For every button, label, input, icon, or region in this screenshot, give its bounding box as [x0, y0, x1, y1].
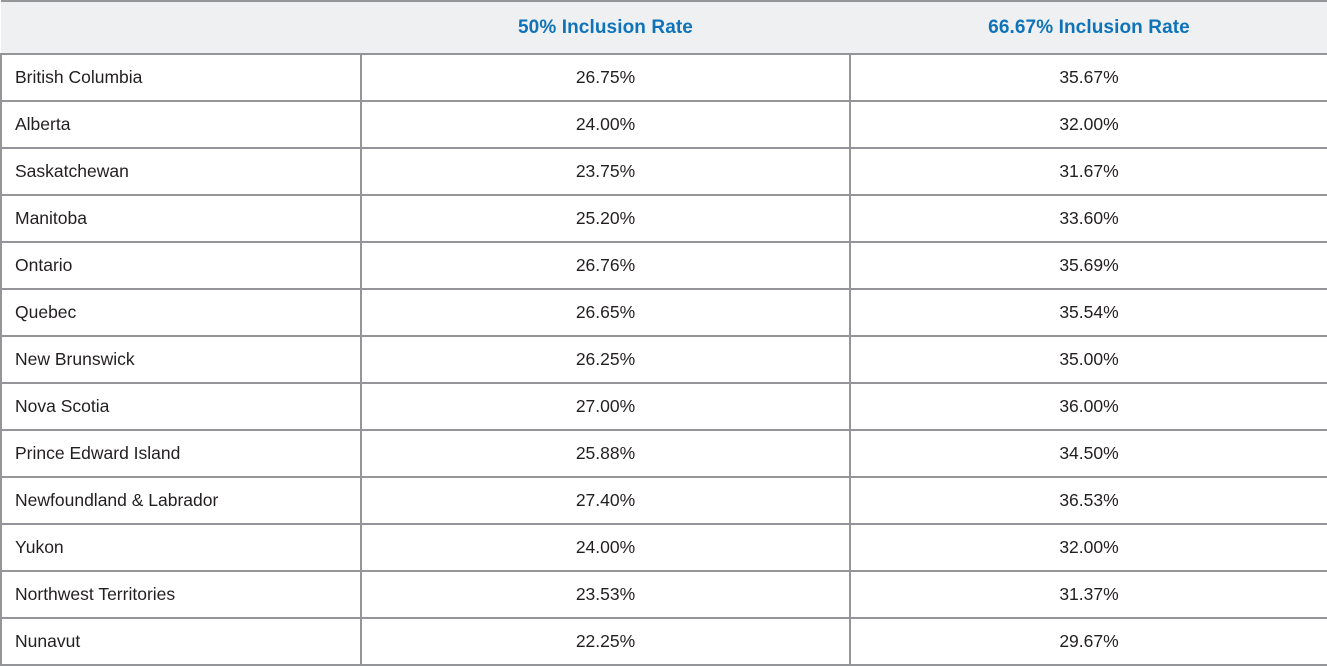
region-cell: New Brunswick [0, 335, 362, 384]
rate-50-cell: 25.20% [360, 194, 851, 243]
table-row: British Columbia 26.75% 35.67% [0, 53, 1327, 102]
rate-50-cell: 25.88% [360, 429, 851, 478]
region-cell: Prince Edward Island [0, 429, 362, 478]
table-row: New Brunswick 26.25% 35.00% [0, 335, 1327, 384]
table-row: Prince Edward Island 25.88% 34.50% [0, 429, 1327, 478]
rate-6667-cell: 35.54% [849, 288, 1327, 337]
table-row: Manitoba 25.20% 33.60% [0, 194, 1327, 243]
region-cell: Newfoundland & Labrador [0, 476, 362, 525]
rate-6667-cell: 34.50% [849, 429, 1327, 478]
rate-6667-cell: 35.00% [849, 335, 1327, 384]
table-row: Yukon 24.00% 32.00% [0, 523, 1327, 572]
rate-50-cell: 23.53% [360, 570, 851, 619]
rate-6667-cell: 32.00% [849, 523, 1327, 572]
header-region [1, 0, 361, 55]
rate-6667-cell: 29.67% [849, 617, 1327, 666]
rate-6667-cell: 35.67% [849, 53, 1327, 102]
rate-50-cell: 27.40% [360, 476, 851, 525]
rate-6667-cell: 36.53% [849, 476, 1327, 525]
region-cell: Nova Scotia [0, 382, 362, 431]
region-cell: Alberta [0, 100, 362, 149]
table-row: Saskatchewan 23.75% 31.67% [0, 147, 1327, 196]
table-row: Alberta 24.00% 32.00% [0, 100, 1327, 149]
rate-50-cell: 26.65% [360, 288, 851, 337]
region-cell: Nunavut [0, 617, 362, 666]
rate-50-cell: 27.00% [360, 382, 851, 431]
rate-6667-cell: 31.37% [849, 570, 1327, 619]
region-cell: Yukon [0, 523, 362, 572]
rate-6667-cell: 32.00% [849, 100, 1327, 149]
rate-6667-cell: 31.67% [849, 147, 1327, 196]
table-row: Nunavut 22.25% 29.67% [0, 617, 1327, 666]
table-row: Nova Scotia 27.00% 36.00% [0, 382, 1327, 431]
rate-50-cell: 23.75% [360, 147, 851, 196]
rate-50-cell: 24.00% [360, 523, 851, 572]
region-cell: Quebec [0, 288, 362, 337]
rate-50-cell: 26.76% [360, 241, 851, 290]
table-row: Ontario 26.76% 35.69% [0, 241, 1327, 290]
region-cell: Ontario [0, 241, 362, 290]
rate-50-cell: 26.75% [360, 53, 851, 102]
header-50-inclusion-rate: 50% Inclusion Rate [361, 0, 850, 55]
header-6667-inclusion-rate: 66.67% Inclusion Rate [850, 0, 1327, 55]
rate-50-cell: 26.25% [360, 335, 851, 384]
region-cell: Manitoba [0, 194, 362, 243]
table-row: Newfoundland & Labrador 27.40% 36.53% [0, 476, 1327, 525]
rate-6667-cell: 33.60% [849, 194, 1327, 243]
rate-6667-cell: 36.00% [849, 382, 1327, 431]
rate-50-cell: 22.25% [360, 617, 851, 666]
table-row: Northwest Territories 23.53% 31.37% [0, 570, 1327, 619]
table-row: Quebec 26.65% 35.54% [0, 288, 1327, 337]
region-cell: British Columbia [0, 53, 362, 102]
region-cell: Saskatchewan [0, 147, 362, 196]
rate-6667-cell: 35.69% [849, 241, 1327, 290]
table-header-row: 50% Inclusion Rate 66.67% Inclusion Rate [1, 0, 1327, 55]
rate-50-cell: 24.00% [360, 100, 851, 149]
region-cell: Northwest Territories [0, 570, 362, 619]
